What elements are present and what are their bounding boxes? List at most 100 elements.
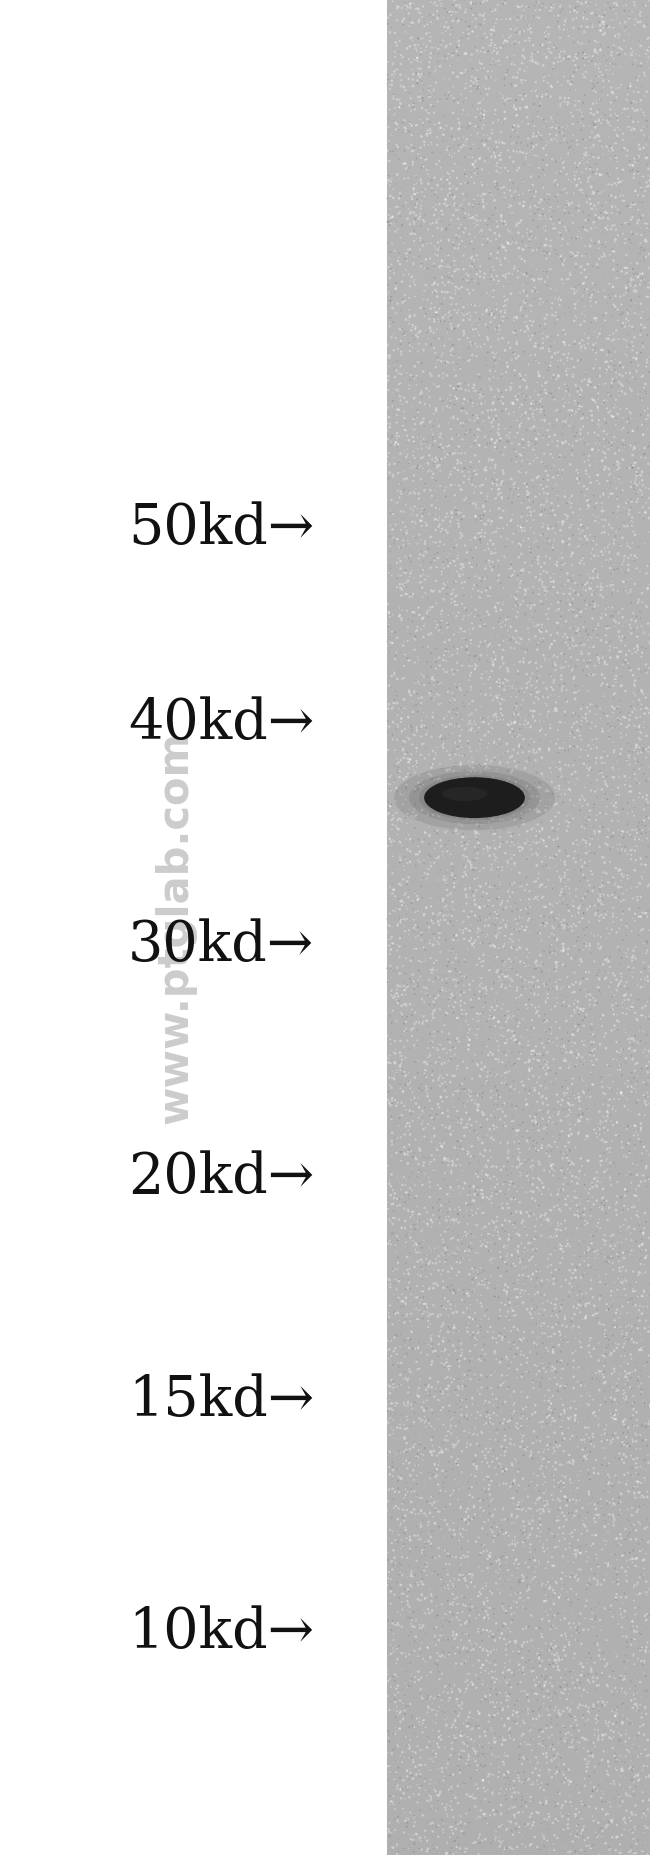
Point: [383, 2, 393, 32]
Point: [415, 1710, 425, 1740]
Point: [558, 913, 569, 942]
Point: [521, 1146, 532, 1176]
Point: [620, 1514, 630, 1543]
Point: [460, 160, 471, 189]
Point: [476, 1252, 486, 1282]
Point: [487, 37, 497, 67]
Point: [558, 147, 569, 176]
Point: [393, 1425, 404, 1454]
Point: [632, 1495, 643, 1525]
Point: [510, 1250, 520, 1280]
Point: [456, 284, 466, 313]
Point: [424, 451, 434, 480]
Point: [386, 976, 396, 1005]
Point: [395, 903, 405, 933]
Point: [635, 675, 645, 705]
Point: [571, 1401, 581, 1430]
Point: [560, 299, 570, 328]
Point: [560, 319, 571, 349]
Point: [503, 851, 514, 881]
Point: [534, 362, 544, 391]
Point: [617, 1391, 627, 1421]
Point: [424, 820, 434, 850]
Point: [417, 349, 427, 378]
Point: [586, 1228, 596, 1258]
Point: [448, 1590, 458, 1619]
Point: [518, 1614, 528, 1644]
Point: [618, 646, 629, 675]
Point: [404, 723, 414, 753]
Point: [523, 321, 534, 351]
Point: [565, 800, 575, 829]
Point: [577, 286, 588, 315]
Point: [418, 1150, 428, 1180]
Point: [455, 1755, 465, 1785]
Bar: [387, 1020, 650, 1039]
Point: [497, 644, 507, 673]
Point: [562, 1729, 573, 1759]
Point: [633, 1553, 644, 1582]
Point: [619, 17, 629, 46]
Point: [448, 313, 459, 343]
Point: [504, 555, 514, 584]
Point: [642, 143, 650, 173]
Point: [426, 1260, 436, 1289]
Point: [528, 122, 539, 152]
Point: [608, 1662, 619, 1692]
Point: [505, 1618, 515, 1647]
Point: [628, 940, 638, 970]
Point: [553, 1642, 564, 1671]
Point: [619, 0, 629, 26]
Point: [493, 265, 504, 295]
Point: [488, 762, 499, 792]
Point: [554, 208, 565, 237]
Point: [540, 1434, 550, 1464]
Point: [626, 404, 636, 434]
Point: [538, 30, 548, 59]
Point: [571, 1560, 582, 1590]
Point: [387, 497, 398, 527]
Point: [387, 1406, 398, 1436]
Point: [626, 840, 636, 870]
Point: [565, 1081, 575, 1111]
Point: [606, 1805, 616, 1835]
Point: [437, 1111, 448, 1141]
Point: [597, 785, 608, 814]
Point: [627, 581, 637, 610]
Point: [597, 885, 608, 915]
Point: [614, 970, 624, 1000]
Point: [491, 224, 501, 254]
Point: [398, 1794, 408, 1823]
Point: [427, 1094, 437, 1124]
Point: [452, 673, 462, 703]
Point: [538, 668, 549, 697]
Point: [608, 1657, 618, 1686]
Point: [469, 265, 480, 295]
Point: [406, 740, 417, 770]
Point: [575, 970, 585, 1000]
Point: [448, 1571, 459, 1601]
Point: [382, 966, 393, 996]
Point: [575, 1297, 586, 1326]
Point: [471, 332, 482, 362]
Point: [618, 926, 629, 955]
Point: [392, 911, 402, 940]
Point: [389, 106, 399, 135]
Point: [540, 573, 551, 603]
Point: [575, 1660, 586, 1690]
Point: [578, 1703, 588, 1733]
Point: [595, 30, 606, 59]
Point: [432, 1454, 442, 1484]
Point: [610, 1822, 620, 1851]
Point: [530, 866, 541, 896]
Point: [590, 981, 601, 1011]
Point: [387, 1734, 398, 1764]
Point: [440, 1158, 450, 1187]
Point: [491, 1324, 501, 1354]
Point: [541, 831, 552, 861]
Point: [485, 332, 495, 362]
Point: [403, 1265, 413, 1295]
Point: [638, 1534, 648, 1564]
Point: [467, 310, 477, 339]
Point: [536, 902, 546, 931]
